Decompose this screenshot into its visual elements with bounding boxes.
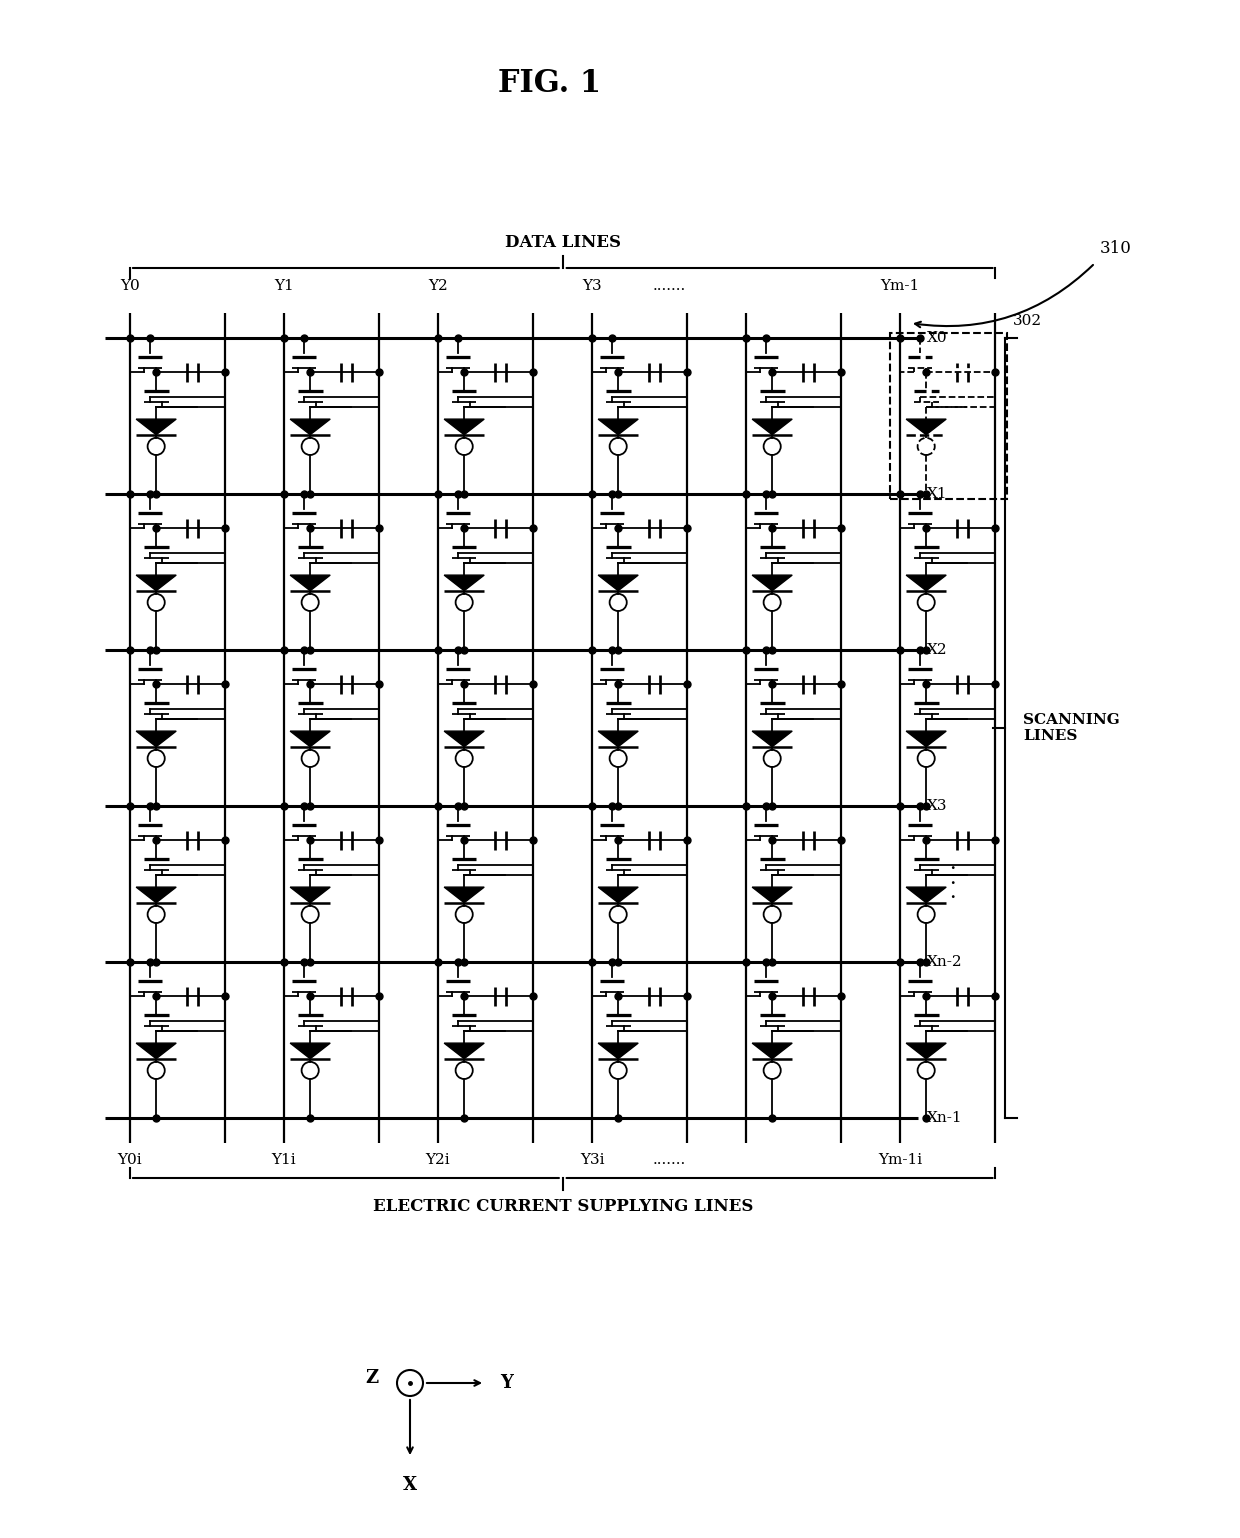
Text: ELECTRIC CURRENT SUPPLYING LINES: ELECTRIC CURRENT SUPPLYING LINES bbox=[372, 1198, 753, 1215]
Polygon shape bbox=[136, 731, 176, 747]
Text: Y2i: Y2i bbox=[425, 1154, 450, 1167]
Polygon shape bbox=[444, 887, 484, 903]
Text: DATA LINES: DATA LINES bbox=[505, 234, 621, 251]
Polygon shape bbox=[136, 1043, 176, 1058]
Text: 310: 310 bbox=[1100, 240, 1132, 257]
Polygon shape bbox=[444, 1043, 484, 1058]
Text: Xn-1: Xn-1 bbox=[928, 1110, 962, 1124]
Polygon shape bbox=[906, 420, 946, 435]
Polygon shape bbox=[444, 731, 484, 747]
Polygon shape bbox=[136, 420, 176, 435]
Text: Xn-2: Xn-2 bbox=[928, 955, 962, 969]
Text: .......: ....... bbox=[652, 278, 686, 294]
Polygon shape bbox=[136, 887, 176, 903]
Text: Y2: Y2 bbox=[428, 278, 448, 294]
Text: Y1: Y1 bbox=[274, 278, 294, 294]
Polygon shape bbox=[290, 420, 330, 435]
Polygon shape bbox=[444, 420, 484, 435]
Text: Y0: Y0 bbox=[120, 278, 140, 294]
Text: Y0i: Y0i bbox=[118, 1154, 143, 1167]
Polygon shape bbox=[906, 731, 946, 747]
Text: ·
·
·: · · · bbox=[949, 860, 955, 907]
Polygon shape bbox=[136, 575, 176, 591]
Polygon shape bbox=[753, 420, 792, 435]
Polygon shape bbox=[753, 575, 792, 591]
Text: X1: X1 bbox=[928, 488, 947, 501]
Text: X3: X3 bbox=[928, 800, 947, 814]
Polygon shape bbox=[598, 420, 639, 435]
Polygon shape bbox=[906, 575, 946, 591]
Polygon shape bbox=[598, 731, 639, 747]
Polygon shape bbox=[906, 1043, 946, 1058]
Polygon shape bbox=[290, 575, 330, 591]
Polygon shape bbox=[753, 887, 792, 903]
Text: Z: Z bbox=[366, 1369, 378, 1387]
Polygon shape bbox=[598, 887, 639, 903]
Text: 302: 302 bbox=[1013, 314, 1042, 328]
Polygon shape bbox=[290, 731, 330, 747]
Text: Y: Y bbox=[500, 1373, 513, 1392]
Text: .......: ....... bbox=[652, 1154, 686, 1167]
Polygon shape bbox=[290, 887, 330, 903]
Text: FIG. 1: FIG. 1 bbox=[498, 68, 601, 98]
Polygon shape bbox=[290, 1043, 330, 1058]
Text: SCANNING
LINES: SCANNING LINES bbox=[1023, 714, 1120, 743]
Text: Y3i: Y3i bbox=[580, 1154, 604, 1167]
Polygon shape bbox=[444, 575, 484, 591]
Text: Y3: Y3 bbox=[583, 278, 601, 294]
Text: Ym-1: Ym-1 bbox=[880, 278, 920, 294]
Text: X0: X0 bbox=[928, 331, 947, 345]
Polygon shape bbox=[598, 1043, 639, 1058]
Polygon shape bbox=[753, 731, 792, 747]
Polygon shape bbox=[906, 887, 946, 903]
Text: X2: X2 bbox=[928, 643, 947, 657]
Text: Y1i: Y1i bbox=[272, 1154, 296, 1167]
Polygon shape bbox=[598, 575, 639, 591]
Text: Ym-1i: Ym-1i bbox=[878, 1154, 923, 1167]
Text: X: X bbox=[403, 1476, 417, 1493]
Polygon shape bbox=[753, 1043, 792, 1058]
